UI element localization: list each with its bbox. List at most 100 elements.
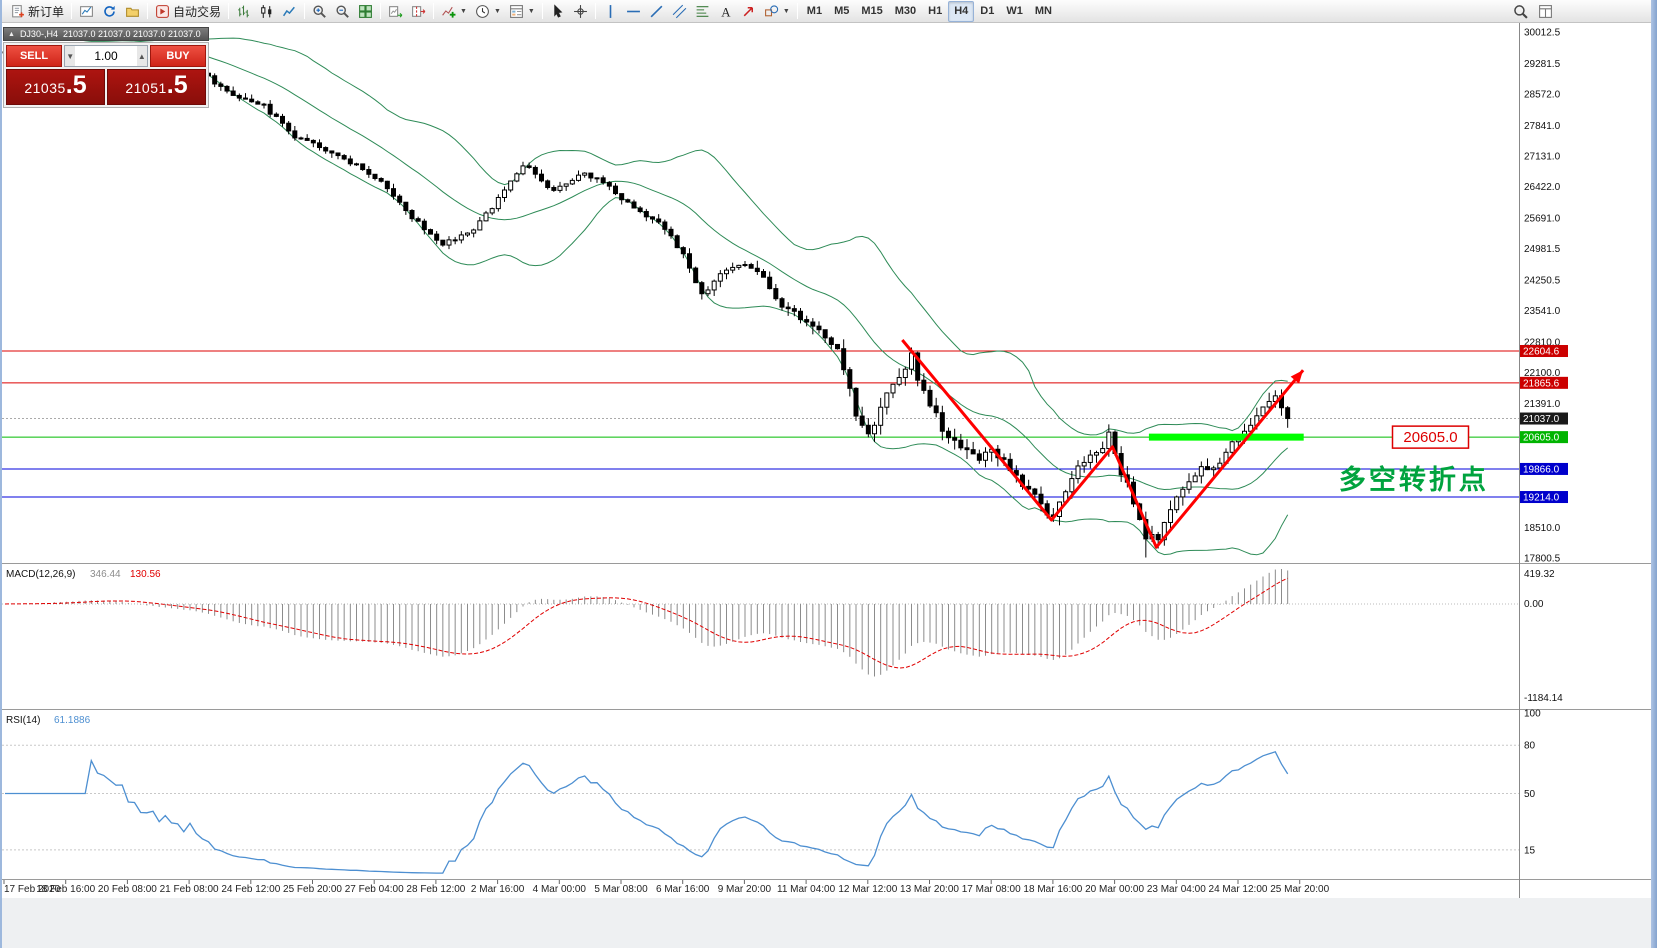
volume-decrease-button[interactable]: ▼ bbox=[65, 46, 76, 66]
horizontal-line-button[interactable] bbox=[622, 1, 645, 22]
zoom-out-button[interactable] bbox=[331, 1, 354, 22]
svg-text:24 Mar 12:00: 24 Mar 12:00 bbox=[1209, 884, 1268, 895]
svg-text:50: 50 bbox=[1524, 789, 1536, 800]
svg-text:-1184.14: -1184.14 bbox=[1524, 693, 1563, 704]
tf-w1-button[interactable]: W1 bbox=[1000, 1, 1029, 22]
tile-windows-button[interactable] bbox=[354, 1, 377, 22]
svg-text:2 Mar 16:00: 2 Mar 16:00 bbox=[471, 884, 525, 895]
new-chart-button[interactable] bbox=[75, 1, 98, 22]
collapse-panel-icon[interactable]: ▲ bbox=[8, 30, 15, 38]
crosshair-button[interactable] bbox=[569, 1, 592, 22]
refresh-button[interactable] bbox=[98, 1, 121, 22]
tf-m1-button[interactable]: M1 bbox=[801, 1, 828, 22]
svg-text:22604.6: 22604.6 bbox=[1523, 347, 1560, 358]
svg-text:27841.0: 27841.0 bbox=[1524, 121, 1561, 132]
trend-arrow[interactable] bbox=[901, 339, 1305, 549]
candlestick-chart-button[interactable] bbox=[255, 1, 278, 22]
tf-h4-button[interactable]: H4 bbox=[948, 0, 975, 22]
volume-increase-button[interactable]: ▲ bbox=[136, 46, 147, 66]
sell-price-frac: .5 bbox=[65, 71, 87, 99]
chevron-down-icon[interactable]: ▼ bbox=[527, 7, 535, 15]
tf-h1-button[interactable]: H1 bbox=[922, 1, 948, 22]
sell-button[interactable]: SELL bbox=[6, 45, 62, 67]
buy-price-display[interactable]: 21051 .5 bbox=[107, 69, 206, 105]
trendline-button[interactable] bbox=[645, 1, 668, 22]
svg-text:21 Feb 08:00: 21 Feb 08:00 bbox=[160, 884, 219, 895]
tf-w1-button-label: W1 bbox=[1006, 5, 1023, 17]
vline-icon bbox=[603, 4, 618, 19]
price-axis[interactable]: 30012.5 29281.5 28572.0 27841.0 27131.0 26422… bbox=[1524, 27, 1561, 564]
chart-symbol-title: DJ30-,H4 bbox=[19, 29, 58, 39]
sell-price-display[interactable]: 21035 .5 bbox=[6, 69, 105, 105]
text-label-button[interactable]: A bbox=[714, 1, 737, 22]
svg-text:21037.0: 21037.0 bbox=[1523, 414, 1560, 425]
candles-layer bbox=[2, 41, 1291, 558]
tf-m5-button[interactable]: M5 bbox=[828, 1, 855, 22]
auto-trading-button[interactable]: 自动交易 bbox=[151, 1, 225, 22]
new-chart-icon bbox=[79, 4, 94, 19]
chevron-down-icon[interactable]: ▼ bbox=[460, 7, 467, 15]
data-window-button[interactable] bbox=[1534, 1, 1557, 22]
rsi-label: RSI(14) bbox=[6, 715, 40, 726]
shapes-button[interactable]: ▼ bbox=[760, 1, 794, 22]
svg-text:130.56: 130.56 bbox=[130, 569, 161, 580]
svg-text:346.44: 346.44 bbox=[90, 569, 121, 580]
search-button[interactable] bbox=[1509, 1, 1532, 22]
auto-scroll-button[interactable] bbox=[384, 1, 407, 22]
chart-shift-button[interactable] bbox=[407, 1, 430, 22]
tf-h4-button-label: H4 bbox=[954, 5, 969, 17]
svg-text:27131.0: 27131.0 bbox=[1524, 152, 1561, 163]
tf-m30-button[interactable]: M30 bbox=[889, 1, 922, 22]
chevron-down-icon[interactable]: ▼ bbox=[782, 7, 790, 15]
chart-caption-bar[interactable]: ▲ DJ30-,H4 21037.0 21037.0 21037.0 21037… bbox=[3, 27, 209, 41]
arrow-tool-button[interactable] bbox=[737, 1, 760, 22]
tf-m30-button-label: M30 bbox=[894, 5, 917, 17]
turning-point-text: 多空转折点 bbox=[1339, 464, 1489, 495]
fibonacci-button[interactable] bbox=[691, 1, 714, 22]
price-markers: 22604.6 21865.6 21037.0 20605.0 19866.0 19214… bbox=[1520, 345, 1568, 504]
macd-label: MACD(12,26,9) bbox=[6, 569, 75, 580]
templates-icon bbox=[509, 4, 524, 19]
line-chart-button[interactable] bbox=[278, 1, 301, 22]
auto-trading-button-label: 自动交易 bbox=[173, 4, 222, 19]
channel-icon bbox=[672, 4, 687, 19]
svg-text:17800.5: 17800.5 bbox=[1524, 553, 1561, 564]
fibonacci-icon bbox=[695, 4, 710, 19]
buy-button[interactable]: BUY bbox=[150, 45, 206, 67]
channel-button[interactable] bbox=[668, 1, 691, 22]
toolbar-right-group bbox=[1509, 1, 1557, 22]
svg-text:30012.5: 30012.5 bbox=[1524, 27, 1561, 38]
tf-d1-button[interactable]: D1 bbox=[974, 1, 1000, 22]
annotations[interactable]: 20605.0 多空转折点 bbox=[1339, 425, 1489, 495]
periods-button[interactable]: ▼ bbox=[471, 1, 505, 22]
cursor-button[interactable] bbox=[546, 1, 569, 22]
new-order-button[interactable]: 新订单 bbox=[6, 1, 68, 22]
tf-m15-button-label: M15 bbox=[861, 5, 883, 17]
tf-m15-button[interactable]: M15 bbox=[855, 1, 888, 22]
zoom-in-button[interactable] bbox=[308, 1, 331, 22]
sell-price-main: 21035 bbox=[24, 80, 66, 96]
svg-text:23 Mar 04:00: 23 Mar 04:00 bbox=[1147, 884, 1206, 895]
templates-button[interactable]: ▼ bbox=[505, 1, 539, 22]
tf-h1-button-label: H1 bbox=[928, 5, 943, 17]
toolbar-separator bbox=[71, 3, 73, 19]
toolbar-separator bbox=[433, 3, 435, 19]
vertical-line-button[interactable] bbox=[599, 1, 622, 22]
tf-mn-button[interactable]: MN bbox=[1029, 1, 1058, 22]
toolbar-separator bbox=[796, 3, 798, 19]
svg-text:A: A bbox=[721, 5, 731, 19]
svg-text:23541.0: 23541.0 bbox=[1524, 306, 1561, 317]
buy-price-main: 21051 bbox=[125, 80, 167, 96]
text-icon: A bbox=[718, 4, 733, 19]
profiles-button[interactable] bbox=[121, 1, 144, 22]
svg-text:61.1886: 61.1886 bbox=[54, 715, 91, 726]
indicators-button[interactable]: ▼ bbox=[437, 1, 471, 22]
new-order-icon bbox=[10, 4, 25, 19]
svg-text:25691.0: 25691.0 bbox=[1524, 214, 1561, 225]
chevron-down-icon[interactable]: ▼ bbox=[493, 7, 501, 15]
tile-windows-icon bbox=[358, 4, 373, 19]
volume-input[interactable] bbox=[75, 46, 137, 66]
bar-chart-button[interactable] bbox=[232, 1, 255, 22]
svg-text:6 Mar 16:00: 6 Mar 16:00 bbox=[656, 884, 710, 895]
